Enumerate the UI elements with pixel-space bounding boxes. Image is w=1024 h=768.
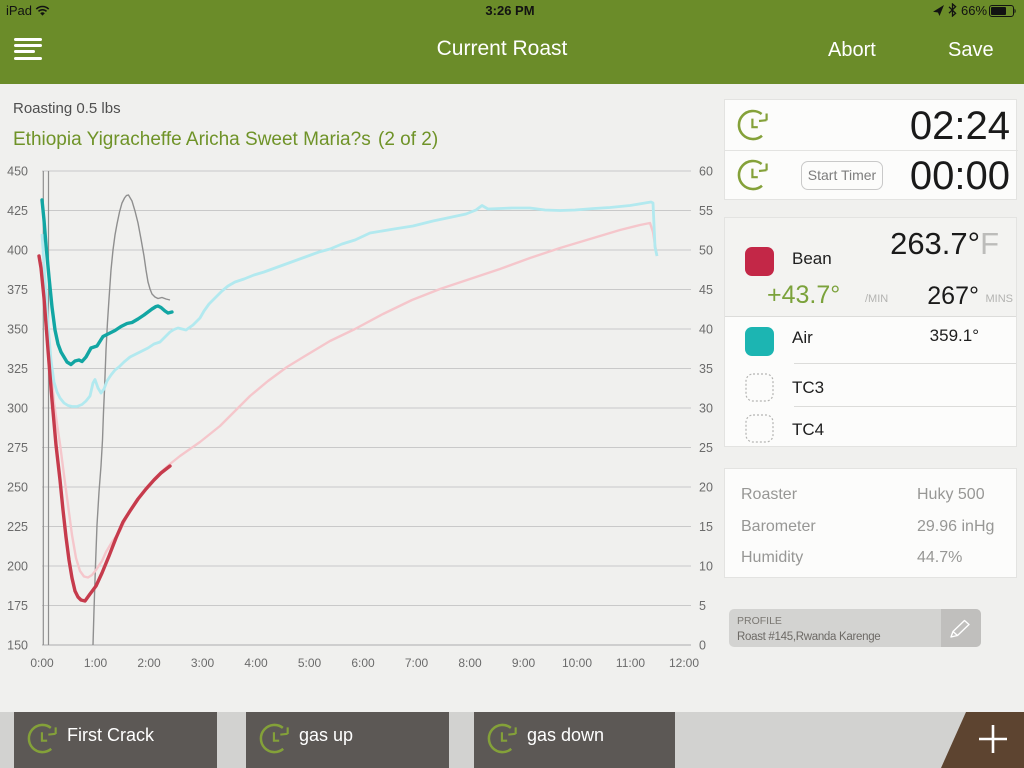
svg-text:2:00: 2:00 bbox=[137, 656, 161, 670]
svg-text:0:00: 0:00 bbox=[30, 656, 54, 670]
svg-text:10: 10 bbox=[699, 560, 713, 574]
svg-text:325: 325 bbox=[7, 362, 28, 376]
svg-text:60: 60 bbox=[699, 165, 713, 179]
svg-text:50: 50 bbox=[699, 244, 713, 258]
svg-text:25: 25 bbox=[699, 441, 713, 455]
svg-text:225: 225 bbox=[7, 520, 28, 534]
svg-text:15: 15 bbox=[699, 520, 713, 534]
svg-text:35: 35 bbox=[699, 362, 713, 376]
svg-text:375: 375 bbox=[7, 283, 28, 297]
svg-text:30: 30 bbox=[699, 402, 713, 416]
svg-text:300: 300 bbox=[7, 402, 28, 416]
svg-text:12:00: 12:00 bbox=[669, 656, 699, 670]
svg-text:425: 425 bbox=[7, 204, 28, 218]
svg-text:450: 450 bbox=[7, 165, 28, 179]
svg-text:4:00: 4:00 bbox=[244, 656, 268, 670]
svg-text:20: 20 bbox=[699, 481, 713, 495]
svg-text:55: 55 bbox=[699, 204, 713, 218]
svg-text:200: 200 bbox=[7, 560, 28, 574]
svg-text:6:00: 6:00 bbox=[351, 656, 375, 670]
svg-text:1:00: 1:00 bbox=[84, 656, 108, 670]
svg-text:150: 150 bbox=[7, 639, 28, 653]
svg-text:5: 5 bbox=[699, 599, 706, 613]
svg-text:11:00: 11:00 bbox=[616, 656, 645, 670]
svg-text:9:00: 9:00 bbox=[512, 656, 536, 670]
svg-text:8:00: 8:00 bbox=[458, 656, 482, 670]
svg-text:40: 40 bbox=[699, 323, 713, 337]
svg-text:0: 0 bbox=[699, 639, 706, 653]
svg-text:10:00: 10:00 bbox=[562, 656, 592, 670]
svg-text:250: 250 bbox=[7, 481, 28, 495]
svg-text:400: 400 bbox=[7, 244, 28, 258]
svg-text:7:00: 7:00 bbox=[405, 656, 429, 670]
svg-text:45: 45 bbox=[699, 283, 713, 297]
svg-text:350: 350 bbox=[7, 323, 28, 337]
svg-text:3:00: 3:00 bbox=[191, 656, 215, 670]
svg-text:5:00: 5:00 bbox=[298, 656, 322, 670]
svg-text:175: 175 bbox=[7, 599, 28, 613]
svg-text:275: 275 bbox=[7, 441, 28, 455]
